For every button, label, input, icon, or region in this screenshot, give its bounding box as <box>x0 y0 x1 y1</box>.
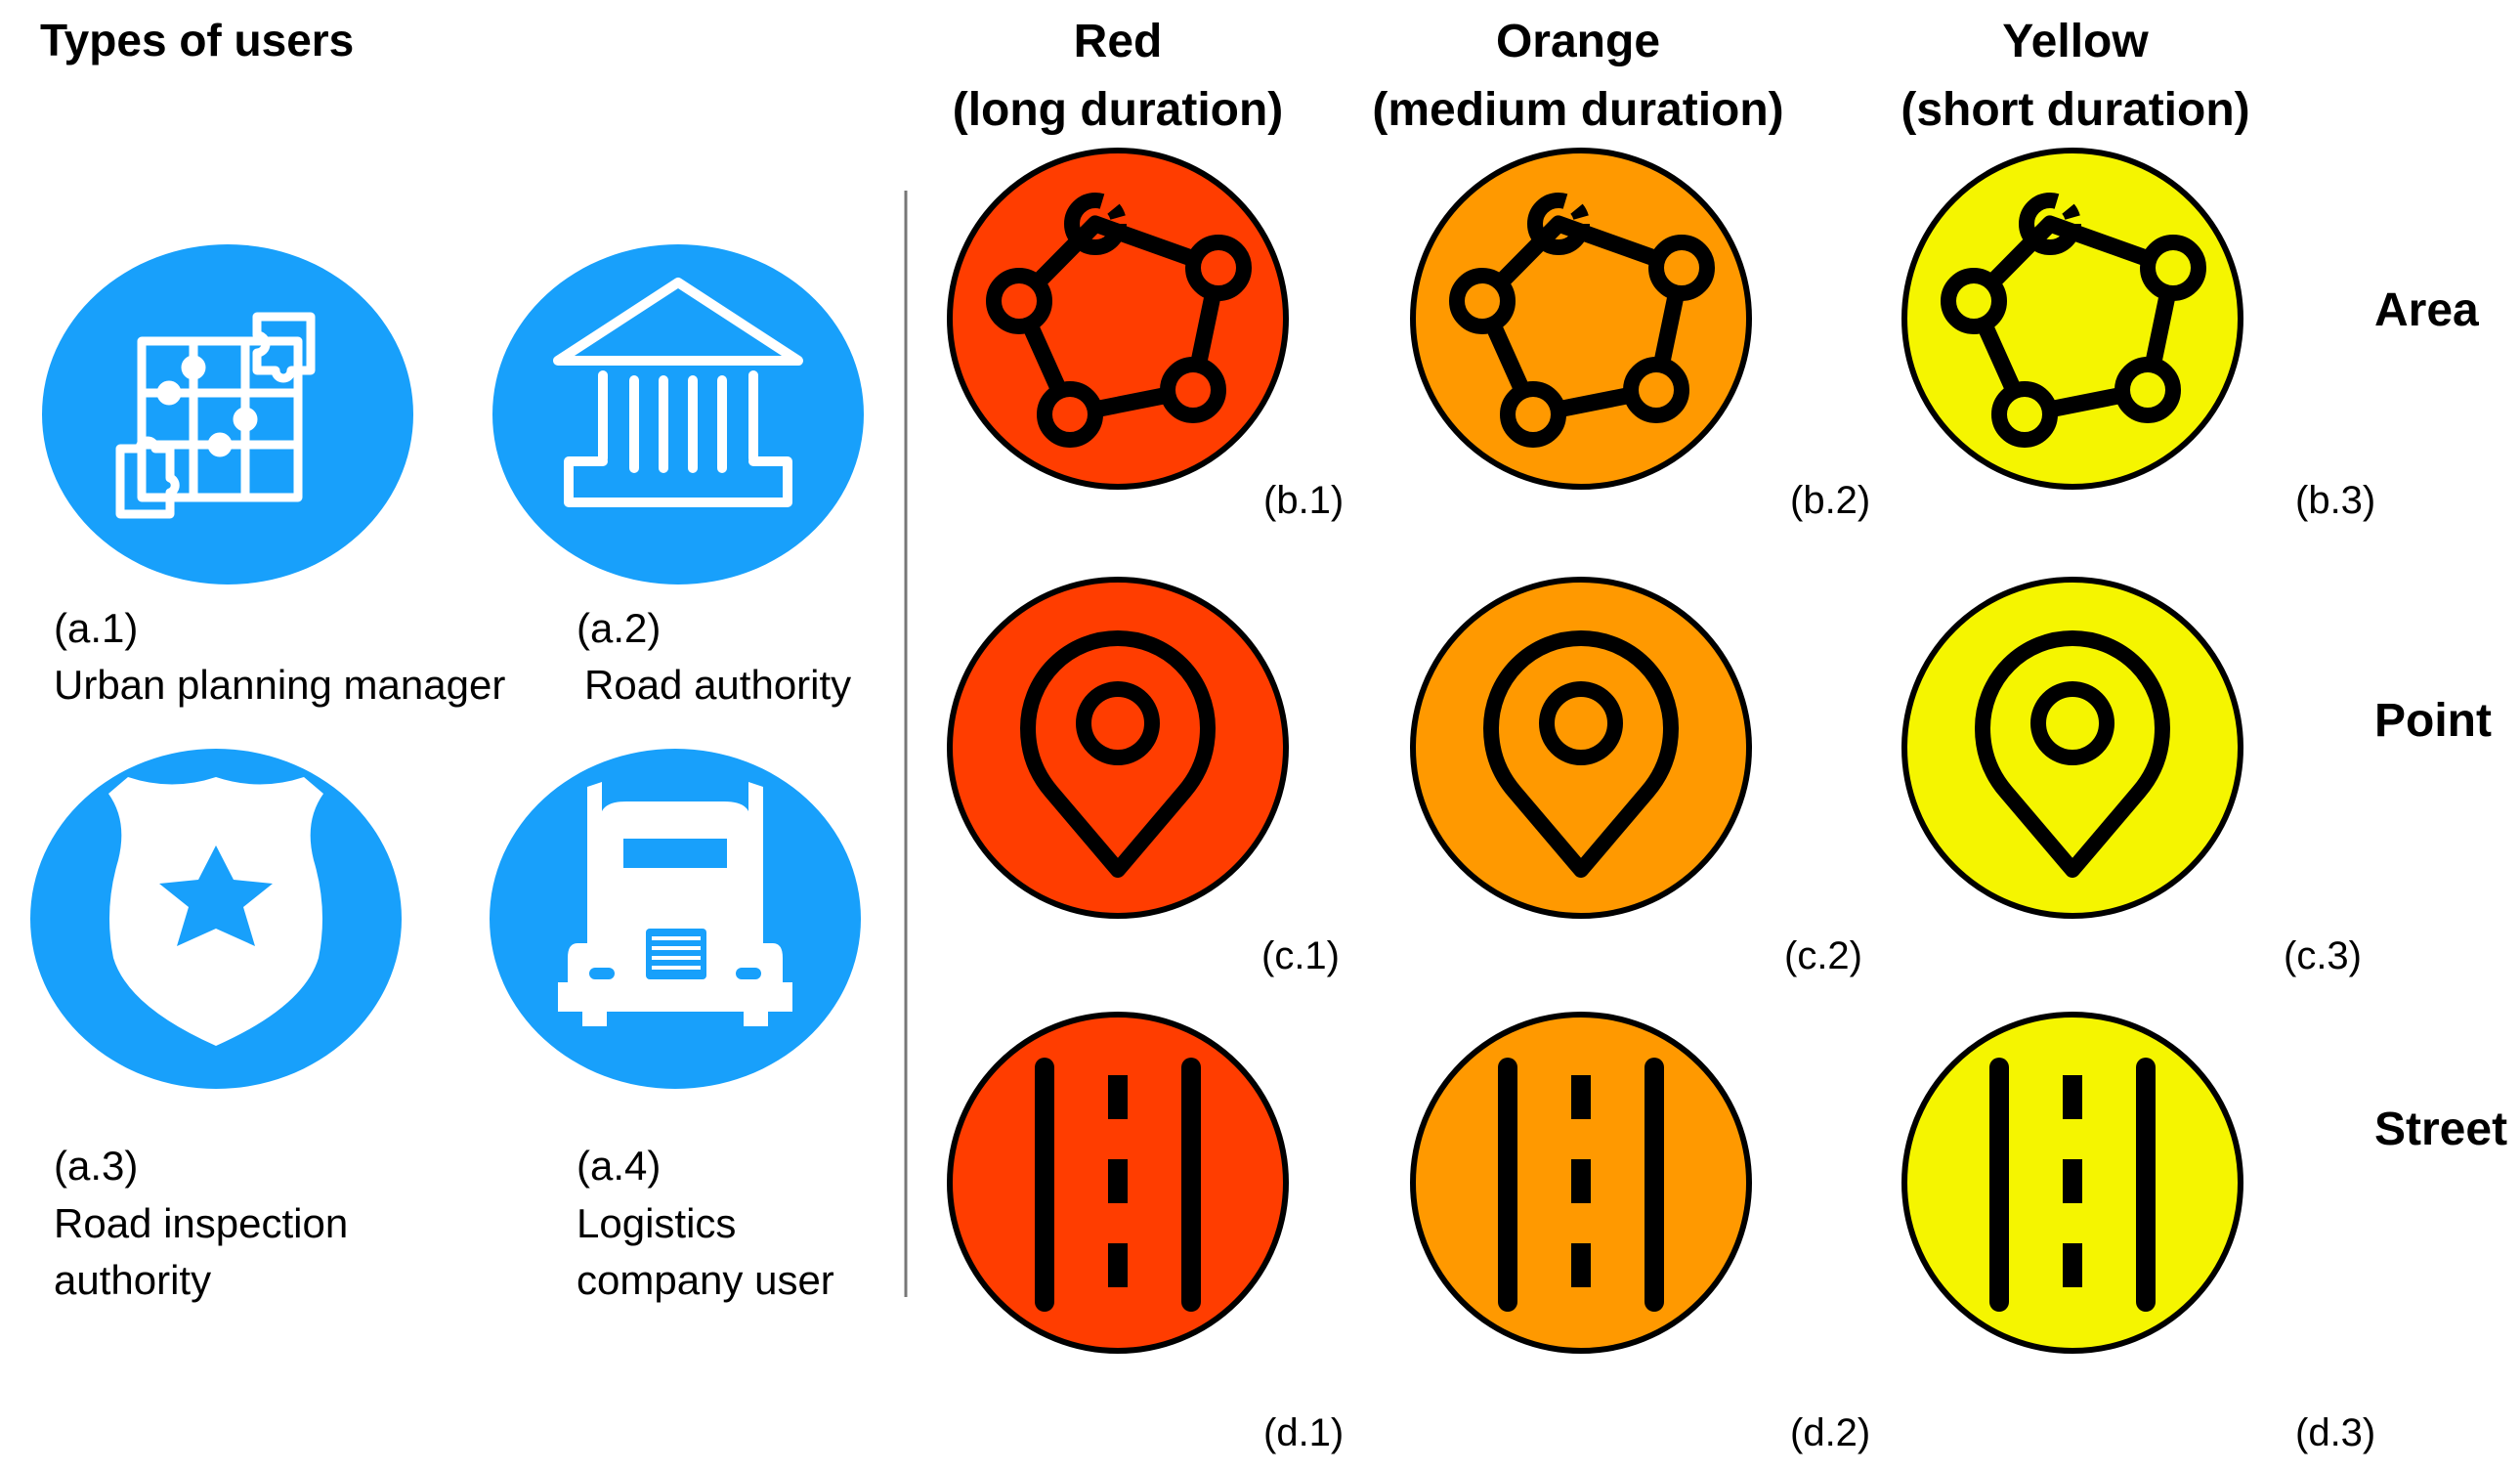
id-b1: (b.1) <box>1263 479 1345 522</box>
status-circle <box>947 577 1289 919</box>
status-circle <box>1901 577 2243 919</box>
point-yellow-icon <box>1901 577 2243 919</box>
user-label-a1: Urban planning manager <box>54 662 506 708</box>
column-header-red-line2: (long duration) <box>952 84 1284 136</box>
id-c3: (c.3) <box>2284 934 2362 977</box>
polygon-area-icon <box>1941 193 2206 448</box>
column-header-red-line1: Red <box>1073 16 1163 67</box>
column-header-orange: Orange (medium duration) <box>1324 8 1832 145</box>
street-orange-icon <box>1410 1012 1752 1354</box>
map-pin-icon <box>1020 630 1216 878</box>
user-label-a2: Road authority <box>584 662 852 708</box>
user-icon-4 <box>490 749 861 1089</box>
row-label-area: Area <box>2374 284 2479 336</box>
row-label-point: Point <box>2374 695 2492 747</box>
row-label-street: Street <box>2374 1104 2508 1155</box>
polygon-area-icon <box>1449 193 1715 448</box>
column-header-yellow-line2: (short duration) <box>1901 84 2250 136</box>
id-d1: (d.1) <box>1263 1411 1345 1454</box>
user-icon-background <box>42 244 413 584</box>
status-circle <box>1410 577 1752 919</box>
police-badge-icon <box>108 777 323 1046</box>
user-icon-background <box>492 244 864 584</box>
polygon-area-icon <box>986 193 1252 448</box>
road-icon <box>1498 1058 1664 1312</box>
user-icon-3 <box>30 749 402 1089</box>
id-c1: (c.1) <box>1261 934 1340 977</box>
map-pin-icon <box>1975 630 2170 878</box>
column-header-yellow-line1: Yellow <box>2002 16 2149 67</box>
street-yellow-icon <box>1901 1012 2243 1354</box>
id-c2: (c.2) <box>1784 934 1862 977</box>
user-icon-2 <box>492 244 864 584</box>
user-label-a4-line2: company user <box>577 1257 834 1303</box>
id-d3: (d.3) <box>2295 1411 2376 1454</box>
user-label-a3-line1: Road inspection <box>54 1200 349 1246</box>
puzzle-icon <box>115 312 316 519</box>
user-label-a4-line1: Logistics <box>577 1200 737 1246</box>
area-orange-icon <box>1410 148 1752 490</box>
user-icon-1 <box>42 244 413 584</box>
id-b3: (b.3) <box>2295 479 2376 522</box>
road-icon <box>1035 1058 1201 1312</box>
column-header-orange-line2: (medium duration) <box>1372 84 1784 136</box>
types-of-users-title: Types of users <box>40 15 355 65</box>
area-yellow-icon <box>1901 148 2243 490</box>
area-red-icon <box>947 148 1289 490</box>
map-pin-icon <box>1483 630 1679 878</box>
column-header-orange-line1: Orange <box>1495 16 1661 67</box>
building-icon <box>553 278 803 507</box>
id-b2: (b.2) <box>1790 479 1871 522</box>
user-id-a2: (a.2) <box>577 605 662 651</box>
user-label-a3-line2: authority <box>54 1257 212 1303</box>
id-d2: (d.2) <box>1790 1411 1871 1454</box>
user-id-a1: (a.1) <box>54 605 139 651</box>
point-red-icon <box>947 577 1289 919</box>
user-id-a3: (a.3) <box>54 1143 139 1189</box>
column-header-yellow: Yellow (short duration) <box>1821 8 2329 145</box>
street-red-icon <box>947 1012 1289 1354</box>
user-id-a4: (a.4) <box>577 1143 662 1189</box>
column-header-red: Red (long duration) <box>864 8 1372 145</box>
road-icon <box>1989 1058 2156 1312</box>
point-orange-icon <box>1410 577 1752 919</box>
truck-icon <box>558 782 792 1026</box>
